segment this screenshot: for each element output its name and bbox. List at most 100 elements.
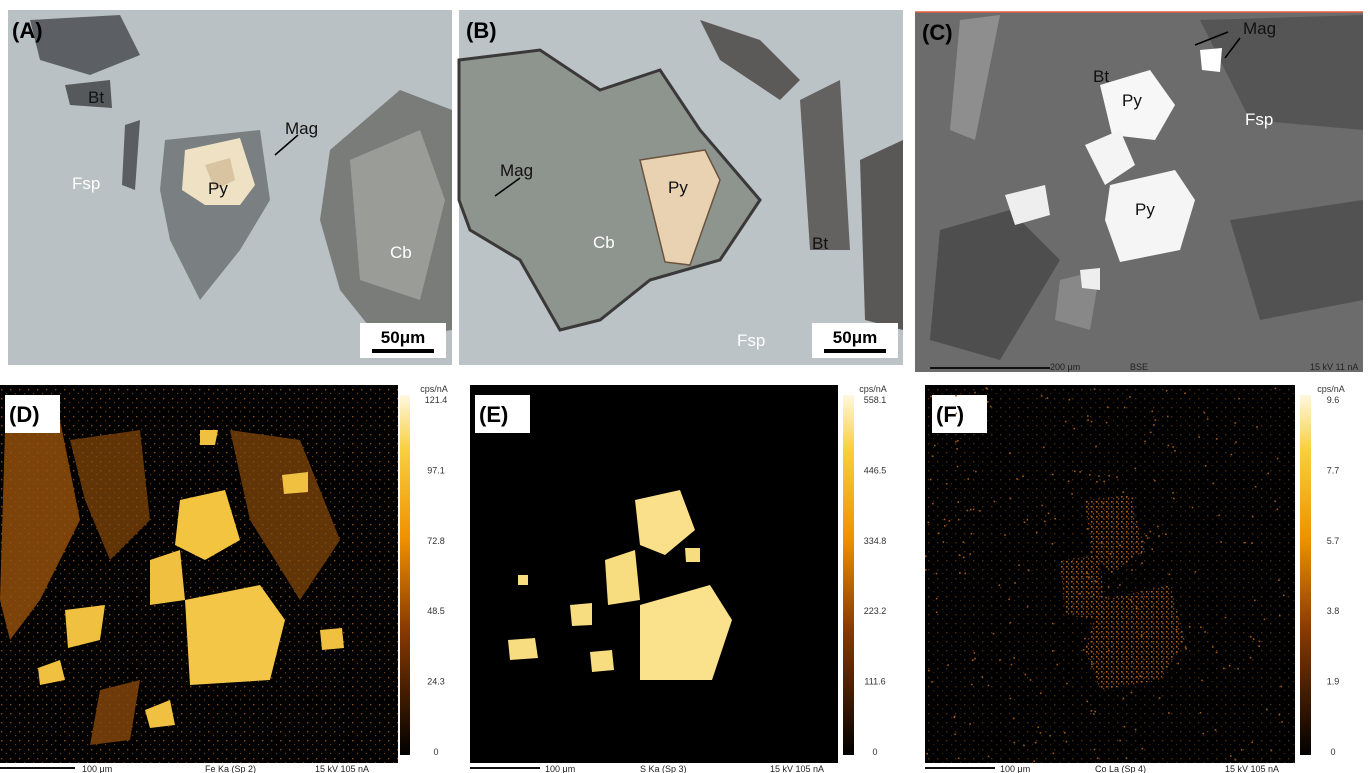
speckle xyxy=(974,658,976,660)
speckle xyxy=(934,445,936,447)
speckle xyxy=(1154,480,1156,482)
speckle xyxy=(1266,709,1268,711)
speckle xyxy=(1013,742,1015,744)
shape xyxy=(400,395,410,755)
speckle xyxy=(1131,692,1133,694)
speckle xyxy=(1158,535,1160,537)
shape xyxy=(860,140,903,330)
speckle xyxy=(1144,441,1146,443)
speckle xyxy=(1198,436,1200,438)
speckle xyxy=(1135,729,1137,731)
colorbar-tick-label: 0 xyxy=(1330,747,1335,757)
speckle xyxy=(1053,753,1055,755)
speckle xyxy=(1216,438,1218,440)
speckle xyxy=(1189,626,1191,628)
speckle xyxy=(1016,478,1018,480)
speckle xyxy=(1141,552,1143,554)
speckle xyxy=(1215,729,1217,731)
panel-label: (E) xyxy=(479,402,508,427)
speckle xyxy=(1119,740,1121,742)
panel-label: (C) xyxy=(922,20,953,45)
panel-e: (E) xyxy=(470,385,854,769)
speckle xyxy=(1212,646,1214,648)
speckle xyxy=(1185,648,1187,650)
speckle xyxy=(1250,636,1252,638)
speckle xyxy=(1052,474,1054,476)
speckle xyxy=(1252,516,1254,518)
speckle xyxy=(1258,645,1260,647)
speckle xyxy=(971,684,973,686)
speckle xyxy=(1101,542,1103,544)
annotation: Cb xyxy=(390,243,412,262)
shape xyxy=(925,767,995,769)
speckle xyxy=(1087,415,1089,417)
annotation: Py xyxy=(208,179,228,198)
speckle xyxy=(1084,638,1086,640)
speckle xyxy=(1119,584,1121,586)
speckle xyxy=(1036,531,1038,533)
colorbar-tick-label: 7.7 xyxy=(1327,465,1340,475)
speckle xyxy=(1103,481,1105,483)
colorbar-tick-label: 446.5 xyxy=(864,465,887,475)
speckle xyxy=(979,510,981,512)
speckle xyxy=(1089,474,1091,476)
speckle xyxy=(969,723,971,725)
speckle xyxy=(1146,535,1148,537)
speckle xyxy=(1088,576,1090,578)
speckle xyxy=(1169,574,1171,576)
speckle xyxy=(1010,698,1012,700)
footer-text: 15 kV 105 nA xyxy=(1225,764,1279,773)
shape xyxy=(470,385,838,763)
shape xyxy=(605,550,640,605)
footer-text: 100 μm xyxy=(545,764,575,773)
speckle xyxy=(1235,759,1237,761)
speckle xyxy=(946,483,948,485)
shape xyxy=(590,650,614,672)
shape xyxy=(470,767,540,769)
speckle xyxy=(1150,531,1152,533)
speckle xyxy=(1220,541,1222,543)
speckle xyxy=(1192,507,1194,509)
shape xyxy=(508,638,538,660)
speckle xyxy=(1202,733,1204,735)
speckle xyxy=(1275,388,1277,390)
shape xyxy=(150,550,185,605)
speckle xyxy=(1280,686,1282,688)
speckle xyxy=(1018,564,1020,566)
speckle xyxy=(1168,712,1170,714)
speckle xyxy=(970,509,972,511)
colorbar-tick-label: 1.9 xyxy=(1327,677,1340,687)
scale-bar-label: 50μm xyxy=(381,328,425,347)
panel-a: (A) Bt Mag Fsp Py Cb 50μm xyxy=(8,10,452,365)
speckle xyxy=(1052,650,1054,652)
speckle xyxy=(1218,515,1220,517)
colorbar-unit: cps/nA xyxy=(1317,384,1345,394)
speckle xyxy=(1251,542,1253,544)
speckle xyxy=(1091,710,1093,712)
speckle xyxy=(944,525,946,527)
panel-label: (B) xyxy=(466,18,497,43)
speckle xyxy=(1094,388,1096,390)
speckle xyxy=(1013,718,1015,720)
speckle xyxy=(931,681,933,683)
speckle xyxy=(959,572,961,574)
speckle xyxy=(1259,641,1261,643)
speckle xyxy=(1201,680,1203,682)
speckle xyxy=(1238,398,1240,400)
shape xyxy=(200,430,218,445)
speckle xyxy=(1093,594,1095,596)
figure: (A) Bt Mag Fsp Py Cb 50μm (B) Mag Py Cb … xyxy=(0,0,1370,773)
annotation: Py xyxy=(1135,200,1155,219)
speckle xyxy=(1165,533,1167,535)
speckle xyxy=(1277,458,1279,460)
speckle xyxy=(1066,683,1068,685)
colorbar-tick-label: 558.1 xyxy=(864,395,887,405)
footer-text: Fe Ka (Sp 2) xyxy=(205,764,256,773)
speckle xyxy=(1200,626,1202,628)
speckle xyxy=(1047,397,1049,399)
speckle xyxy=(1004,534,1006,536)
speckle xyxy=(1087,528,1089,530)
scale-bar-label: 50μm xyxy=(833,328,877,347)
shape xyxy=(843,395,854,755)
speckle xyxy=(1283,595,1285,597)
